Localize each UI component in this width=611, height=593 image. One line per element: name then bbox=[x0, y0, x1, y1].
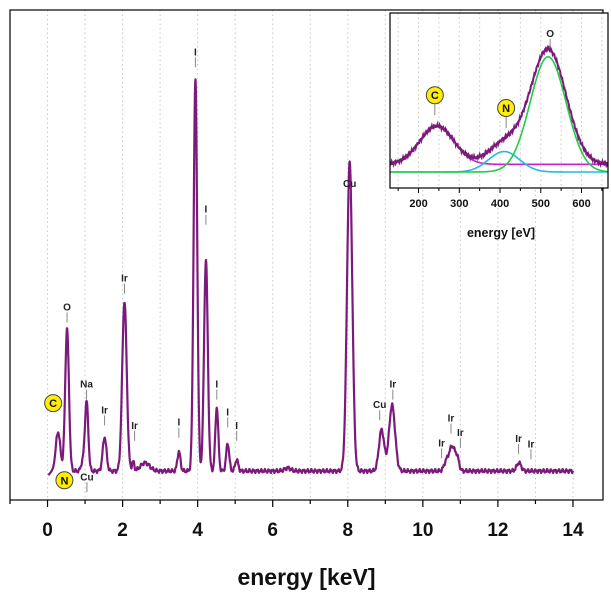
main-x-tick-label: 8 bbox=[342, 520, 353, 541]
inset-x-tick-label: 400 bbox=[491, 198, 509, 210]
inset-x-tick-label: 500 bbox=[532, 198, 550, 210]
peak-label: I bbox=[215, 380, 218, 391]
badge-circle bbox=[425, 86, 444, 105]
peak-label: Cu bbox=[80, 472, 93, 483]
badge-label: N bbox=[60, 475, 68, 487]
peak-label: Ir bbox=[448, 414, 455, 425]
main-x-tick-label: 2 bbox=[117, 520, 128, 541]
inset-chart: 200 300 400 500 600 C N O energy [eV] bbox=[389, 12, 609, 240]
inset-peak-annotations: C N O bbox=[425, 29, 554, 128]
main-x-axis-title: energy [keV] bbox=[237, 564, 375, 590]
inset-x-ticks bbox=[397, 188, 603, 193]
peak-label: Ir bbox=[528, 439, 535, 450]
badge-circle bbox=[44, 394, 63, 413]
main-x-tick-label: 4 bbox=[192, 520, 203, 541]
peak-label: Cu bbox=[343, 179, 356, 190]
peak-label: Ir bbox=[438, 438, 445, 449]
peak-label: Na bbox=[80, 380, 93, 391]
main-x-tick-label: 10 bbox=[412, 520, 433, 541]
badge-label: C bbox=[431, 90, 439, 102]
peak-label: Ir bbox=[515, 434, 522, 445]
badge-label: N bbox=[502, 103, 510, 115]
main-x-tick-label: 12 bbox=[487, 520, 508, 541]
badge-circle bbox=[497, 99, 516, 117]
main-x-tick-labels: 0 2 4 6 8 10 12 14 bbox=[42, 520, 584, 541]
main-x-tick-label: 0 bbox=[42, 520, 53, 541]
inset-plot-frame bbox=[389, 12, 609, 189]
peak-label: I bbox=[178, 418, 181, 429]
inset-x-tick-label: 600 bbox=[572, 198, 590, 210]
element-badge-n: N bbox=[55, 471, 74, 490]
peak-label: Ir bbox=[101, 405, 108, 416]
inset-element-badge-n: N bbox=[497, 99, 516, 128]
peak-label: Ir bbox=[389, 380, 396, 391]
inset-x-tick-label: 200 bbox=[409, 198, 427, 210]
peak-label: O bbox=[63, 302, 71, 313]
peak-label: I bbox=[226, 407, 229, 418]
badge-label: C bbox=[49, 398, 57, 410]
main-plot-frame bbox=[9, 9, 604, 501]
inset-x-axis-title: energy [eV] bbox=[467, 226, 535, 240]
peak-label: Ir bbox=[121, 274, 128, 285]
inset-x-tick-labels: 200 300 400 500 600 bbox=[409, 198, 590, 210]
inset-x-tick-label: 300 bbox=[450, 198, 468, 210]
inset-background bbox=[390, 13, 608, 188]
peak-label: I bbox=[205, 205, 208, 216]
peak-label: Ir bbox=[131, 421, 138, 432]
spectrum-line bbox=[47, 78, 575, 476]
peak-label: I bbox=[194, 47, 197, 58]
main-x-tick-label: 6 bbox=[267, 520, 278, 541]
main-x-tick-label: 14 bbox=[562, 520, 584, 541]
inset-series-o bbox=[390, 56, 609, 173]
inset-series-lines bbox=[389, 44, 609, 173]
inset-series-measured bbox=[389, 44, 609, 169]
peak-label: Ir bbox=[457, 428, 464, 439]
main-x-ticks bbox=[9, 500, 574, 507]
peak-label: Cu bbox=[373, 400, 386, 411]
element-badge-c: C bbox=[44, 394, 63, 413]
badge-circle bbox=[55, 471, 74, 490]
inset-peak-label: O bbox=[546, 29, 554, 40]
peak-label: I bbox=[235, 421, 238, 432]
inset-element-badge-c: C bbox=[425, 86, 444, 116]
